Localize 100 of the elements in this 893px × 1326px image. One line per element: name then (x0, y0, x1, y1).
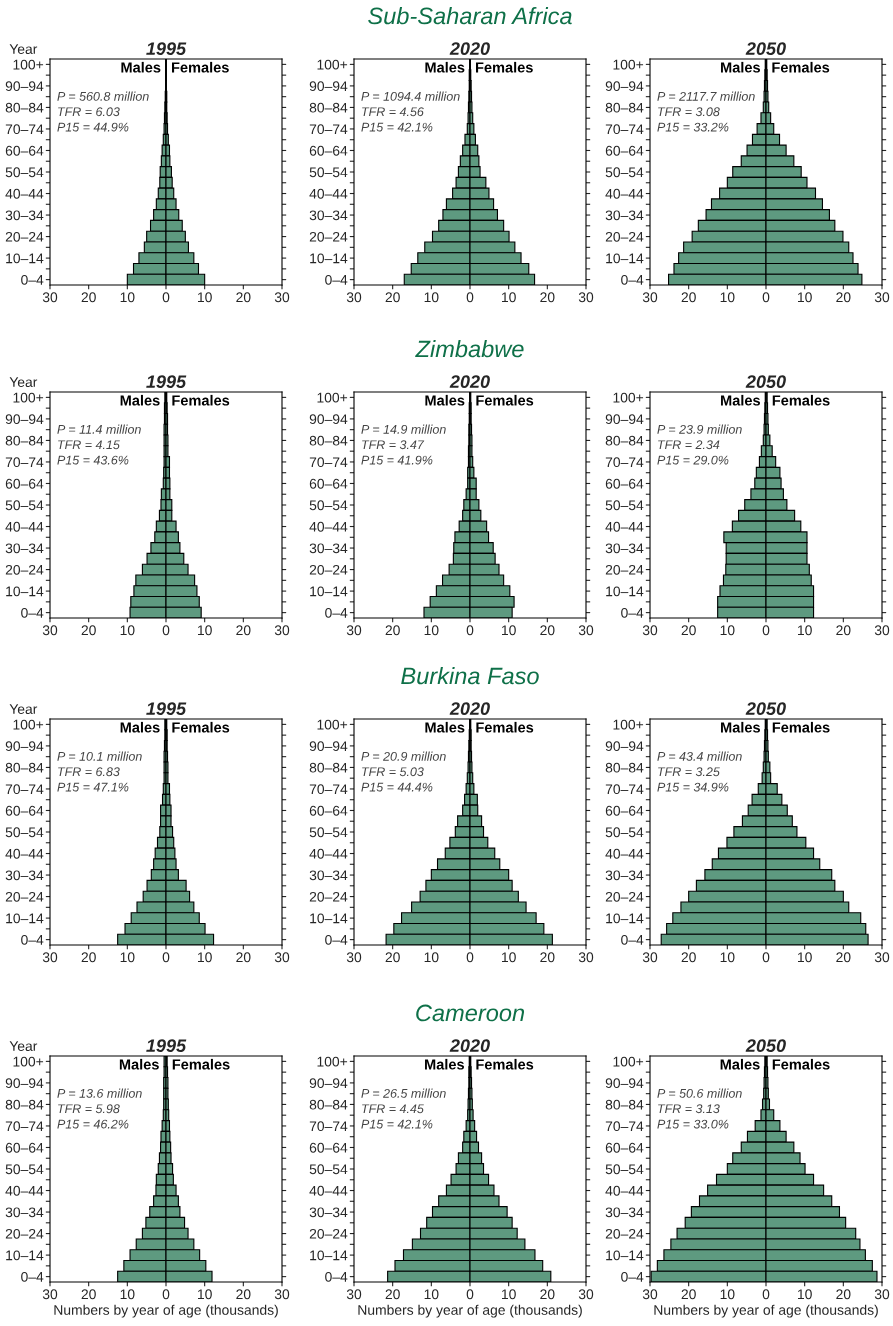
chart-title: 2050 (745, 42, 786, 56)
series-label: Males (120, 721, 160, 733)
y-tick-label: 10–14 (606, 253, 644, 264)
y-tick-label: 50–54 (605, 500, 644, 511)
y-tick-label: 70–74 (605, 124, 644, 135)
x-tick-label: 10 (720, 625, 735, 636)
annotation: TFR = 2.34 (658, 440, 720, 450)
series-label: Females (476, 394, 534, 406)
x-tick-label: 20 (385, 952, 400, 963)
y-tick-label: 0–4 (325, 934, 348, 945)
y-tick-label: 100+ (13, 1056, 44, 1067)
y-tick-label: 40–44 (5, 848, 44, 859)
y-tick-label: 10–14 (310, 913, 348, 924)
x-tick-label: 0 (162, 292, 170, 303)
x-tick-label: 20 (540, 292, 555, 303)
x-tick-label: 0 (762, 1289, 770, 1300)
x-tick-label: 10 (424, 625, 439, 636)
y-tick-label: 30–34 (605, 870, 644, 881)
y-tick-label: 40–44 (309, 188, 348, 199)
x-tick-label: 20 (385, 1289, 400, 1300)
annotation: TFR = 6.03 (58, 107, 120, 117)
x-tick-label: 10 (502, 952, 516, 963)
y-tick-label: 40–44 (605, 1185, 644, 1196)
x-tick-label: 30 (578, 292, 594, 303)
annotation: P15 = 33.2% (657, 122, 729, 132)
series-label: Females (772, 61, 830, 73)
annotation: TFR = 3.13 (658, 1104, 720, 1114)
x-tick-label: 20 (836, 292, 851, 303)
x-tick-label: 10 (198, 1289, 212, 1300)
x-tick-label: 10 (424, 952, 439, 963)
y-tick-label: 70–74 (5, 1121, 44, 1132)
x-tick-label: 10 (502, 1289, 516, 1300)
x-tick-label: 20 (385, 625, 400, 636)
x-tick-label: 20 (836, 952, 851, 963)
y-tick-label: 100+ (13, 392, 44, 403)
y-tick-label: 80–84 (5, 1099, 44, 1110)
series-label: Males (425, 394, 465, 406)
y-tick-label: 30–34 (309, 543, 348, 554)
x-tick-label: 0 (162, 1289, 170, 1300)
x-tick-label: 30 (642, 1289, 658, 1300)
y-tick-label: 90–94 (5, 414, 44, 425)
y-tick-label: 80–84 (5, 102, 44, 113)
x-tick-label: 10 (798, 1289, 812, 1300)
y-tick-label: 30–34 (5, 870, 44, 881)
y-tick-label: 80–84 (605, 435, 644, 446)
annotation: P = 23.9 million (657, 424, 742, 434)
y-tick-label: 100+ (613, 59, 644, 70)
x-tick-label: 30 (42, 952, 58, 963)
y-tick-label: 80–84 (605, 762, 644, 773)
chart-title: 2050 (745, 702, 786, 716)
y-tick-label: 60–64 (309, 805, 348, 816)
annotation: P = 50.6 million (657, 1088, 742, 1098)
y-tick-label: 60–64 (605, 1142, 644, 1153)
x-tick-label: 10 (798, 625, 812, 636)
x-tick-label: 10 (424, 292, 439, 303)
series-label: Males (425, 721, 465, 733)
y-tick-label: 80–84 (309, 1099, 348, 1110)
x-tick-label: 20 (681, 625, 696, 636)
y-tick-label: 100+ (13, 59, 44, 70)
y-tick-label: 70–74 (605, 1121, 644, 1132)
y-tick-label: 30–34 (309, 1207, 348, 1218)
y-tick-label: 10–14 (6, 253, 44, 264)
y-tick-label: 20–24 (605, 1228, 644, 1239)
y-tick-label: 40–44 (5, 188, 44, 199)
y-tick-label: 90–94 (605, 81, 644, 92)
x-axis-title: Numbers by year of age (thousands) (358, 1304, 582, 1318)
y-tick-label: 0–4 (621, 607, 644, 618)
x-tick-label: 30 (874, 952, 890, 963)
chart-title: 2050 (745, 1039, 786, 1053)
y-tick-label: 60–64 (309, 145, 348, 156)
y-tick-label: 100+ (613, 1056, 644, 1067)
y-tick-label: 50–54 (5, 167, 44, 178)
y-tick-label: 80–84 (605, 102, 644, 113)
series-label: Females (772, 721, 830, 733)
y-tick-label: 20–24 (5, 891, 44, 902)
annotation: TFR = 4.56 (362, 107, 424, 117)
x-tick-label: 30 (274, 292, 290, 303)
x-tick-label: 30 (346, 952, 362, 963)
y-axis-title: Year (9, 377, 38, 387)
y-tick-label: 90–94 (5, 741, 44, 752)
x-tick-label: 30 (346, 1289, 362, 1300)
x-tick-label: 10 (798, 292, 812, 303)
y-tick-label: 10–14 (606, 913, 644, 924)
series-label: Females (772, 1058, 830, 1070)
y-tick-label: 30–34 (605, 210, 644, 221)
annotation: P = 26.5 million (361, 1088, 446, 1098)
y-tick-label: 80–84 (309, 102, 348, 113)
y-tick-label: 0–4 (21, 274, 44, 285)
x-tick-label: 20 (540, 1289, 555, 1300)
y-tick-label: 90–94 (5, 81, 44, 92)
y-tick-label: 60–64 (309, 478, 348, 489)
annotation: P15 = 46.2% (57, 1119, 129, 1129)
y-tick-label: 90–94 (309, 1078, 348, 1089)
y-axis-title: Year (9, 1041, 38, 1051)
x-tick-label: 0 (762, 625, 770, 636)
y-tick-label: 100+ (317, 719, 348, 730)
x-tick-label: 30 (578, 952, 594, 963)
annotation: P15 = 29.0% (657, 455, 729, 465)
chart-title: 1995 (146, 1039, 187, 1053)
series-label: Males (721, 61, 760, 73)
